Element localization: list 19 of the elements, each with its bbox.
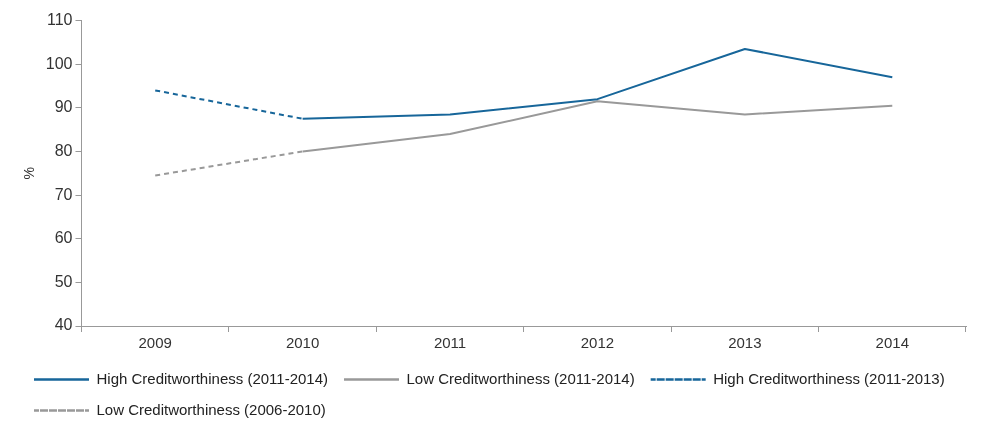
x-tick-label: 2012 — [580, 334, 615, 352]
y-tick-label: 80 — [54, 141, 73, 159]
legend-label: Low Creditworthiness (2011-2014) — [406, 369, 635, 387]
y-tick-label: 50 — [54, 272, 73, 290]
x-tick-label: 2013 — [728, 334, 762, 352]
y-tick-label: 40 — [54, 316, 73, 334]
y-tick-label: 70 — [54, 185, 73, 203]
x-tick-label: 2010 — [285, 334, 320, 352]
y-tick-label: 110 — [46, 11, 73, 29]
y-tick-label: 100 — [45, 54, 73, 72]
y-tick-label: 90 — [54, 98, 73, 116]
x-tick-label: 2014 — [875, 334, 909, 352]
x-tick-label: 2011 — [433, 334, 467, 352]
x-tick-label: 2009 — [138, 334, 172, 352]
y-tick-label: 60 — [54, 229, 73, 247]
legend-label: High Creditworthiness (2011-2014) — [96, 369, 329, 387]
y-axis-title: % — [21, 167, 38, 180]
legend-label: High Creditworthiness (2011-2013) — [713, 369, 945, 387]
legend-label: Low Creditworthiness (2006-2010) — [96, 400, 326, 418]
